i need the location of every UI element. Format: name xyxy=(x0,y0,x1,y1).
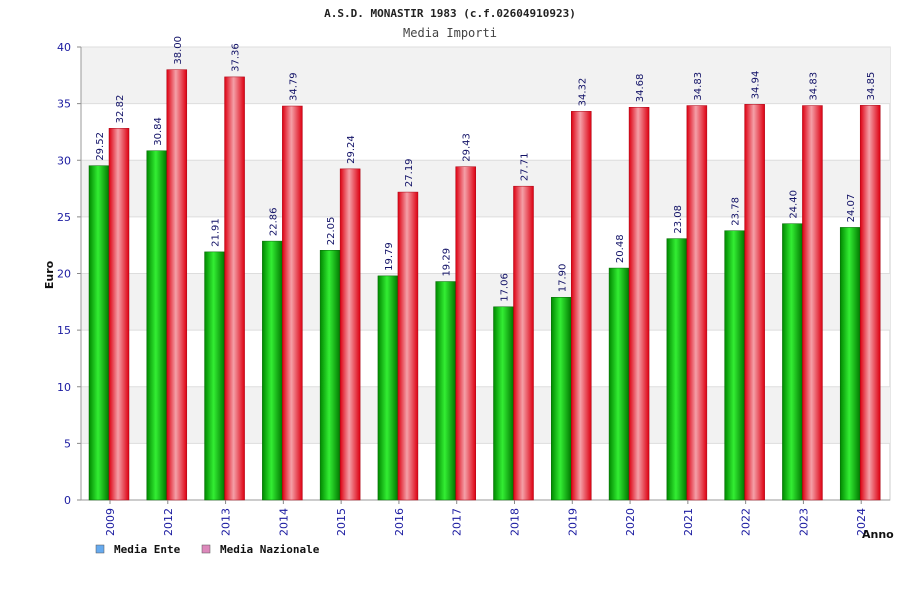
data-label: 23.78 xyxy=(731,197,742,226)
bar-media-ente-2022 xyxy=(724,230,745,501)
bar-media-nazionale-2023 xyxy=(802,105,823,501)
bar-media-nazionale-2012 xyxy=(166,69,188,501)
bar-media-ente-2019 xyxy=(551,297,572,501)
x-tick-label: 2019 xyxy=(566,508,579,536)
x-tick-label: 2015 xyxy=(335,508,348,536)
grid-band xyxy=(81,386,890,444)
bar-media-nazionale-2024 xyxy=(859,105,881,501)
x-tick-label: 2013 xyxy=(220,508,233,536)
y-axis-ticks: 0 5 10 15 20 25 30 35 40 xyxy=(57,41,71,507)
data-label: 29.43 xyxy=(462,133,473,162)
data-label: 37.36 xyxy=(231,43,242,72)
data-label: 34.32 xyxy=(577,78,588,107)
data-label: 29.52 xyxy=(95,132,106,161)
x-tick-label: 2018 xyxy=(509,508,522,536)
x-tick-label: 2021 xyxy=(682,508,695,536)
bars-group xyxy=(88,69,881,501)
bar-media-nazionale-2015 xyxy=(339,168,361,501)
chart-subtitle: Media Importi xyxy=(403,26,497,40)
x-tick-label: 2017 xyxy=(451,508,464,536)
data-label: 22.05 xyxy=(326,217,337,246)
data-label: 24.07 xyxy=(846,194,857,223)
bar-media-nazionale-2022 xyxy=(744,104,765,501)
data-label: 34.94 xyxy=(751,71,762,100)
chart-title: A.S.D. MONASTIR 1983 (c.f.02604910923) xyxy=(324,7,576,20)
data-label: 21.91 xyxy=(211,218,222,247)
bar-media-ente-2014 xyxy=(262,240,283,501)
y-tick-label: 10 xyxy=(57,381,71,394)
x-tick-label: 2009 xyxy=(104,508,117,536)
bar-media-nazionale-2020 xyxy=(628,106,650,501)
data-label: 17.06 xyxy=(500,273,511,302)
bar-media-nazionale-2014 xyxy=(282,105,303,501)
y-tick-label: 0 xyxy=(64,494,71,507)
data-label: 23.08 xyxy=(673,205,684,234)
data-label: 24.40 xyxy=(788,190,799,219)
x-tick-label: 2020 xyxy=(624,508,637,536)
bar-media-ente-2023 xyxy=(782,223,803,501)
y-tick-label: 30 xyxy=(57,154,71,167)
x-tick-label: 2024 xyxy=(855,508,868,536)
y-tick-label: 25 xyxy=(57,211,71,224)
data-label: 29.24 xyxy=(346,135,357,164)
data-label: 19.79 xyxy=(384,242,395,271)
data-label: 17.90 xyxy=(557,264,568,293)
data-labels-group: 29.52 32.82 30.84 38.00 21.91 37.36 22.86 34.79… xyxy=(95,36,877,302)
bar-media-ente-2017 xyxy=(435,281,456,501)
data-label: 27.71 xyxy=(520,153,531,182)
y-tick-label: 15 xyxy=(57,324,71,337)
bar-media-nazionale-2018 xyxy=(513,185,534,501)
bar-media-ente-2016 xyxy=(377,275,399,501)
bar-media-ente-2013 xyxy=(204,251,225,501)
bar-media-nazionale-2009 xyxy=(108,128,130,501)
legend-swatch xyxy=(201,544,211,554)
data-label: 27.19 xyxy=(404,158,415,187)
data-label: 19.29 xyxy=(442,248,453,277)
grid-band xyxy=(81,47,890,104)
x-tick-label: 2022 xyxy=(740,508,753,536)
bar-media-nazionale-2019 xyxy=(571,111,592,501)
data-label: 34.83 xyxy=(808,72,819,101)
data-label: 32.82 xyxy=(115,95,126,124)
legend: Media Ente Media Nazionale xyxy=(95,543,320,556)
bar-media-nazionale-2017 xyxy=(455,166,476,501)
data-label: 22.86 xyxy=(268,207,279,236)
bar-media-ente-2024 xyxy=(839,227,861,501)
x-axis-ticks: 2009 2012 2013 2014 2015 2016 2017 2018 2019 2020… xyxy=(104,500,868,536)
grid-band xyxy=(81,273,890,331)
y-tick-label: 35 xyxy=(57,98,71,111)
x-tick-label: 2016 xyxy=(393,508,406,536)
legend-label: Media Ente xyxy=(114,543,181,556)
x-axis-label: Anno xyxy=(862,528,894,541)
y-tick-label: 20 xyxy=(57,268,71,281)
x-tick-label: 2012 xyxy=(162,508,175,536)
bar-media-ente-2012 xyxy=(146,150,168,501)
x-tick-label: 2023 xyxy=(797,508,810,536)
legend-label: Media Nazionale xyxy=(220,543,320,556)
bar-media-nazionale-2016 xyxy=(397,191,419,501)
y-tick-label: 5 xyxy=(64,437,71,450)
bar-media-ente-2018 xyxy=(493,306,514,501)
bar-media-nazionale-2021 xyxy=(686,105,708,501)
y-tick-label: 40 xyxy=(57,41,71,54)
data-label: 30.84 xyxy=(153,117,164,146)
bar-media-ente-2021 xyxy=(666,238,688,501)
data-label: 38.00 xyxy=(173,36,184,65)
data-label: 34.79 xyxy=(288,72,299,101)
x-tick-label: 2014 xyxy=(277,508,290,536)
data-label: 20.48 xyxy=(615,234,626,263)
bar-media-ente-2020 xyxy=(608,267,630,501)
bar-media-ente-2015 xyxy=(319,250,341,501)
bar-media-ente-2009 xyxy=(88,165,110,501)
bar-media-nazionale-2013 xyxy=(224,76,245,501)
legend-swatch xyxy=(95,544,105,554)
data-label: 34.83 xyxy=(693,72,704,101)
data-label: 34.85 xyxy=(866,72,877,101)
y-axis-label: Euro xyxy=(43,260,56,289)
grid-band xyxy=(81,160,890,217)
data-label: 34.68 xyxy=(635,74,646,103)
